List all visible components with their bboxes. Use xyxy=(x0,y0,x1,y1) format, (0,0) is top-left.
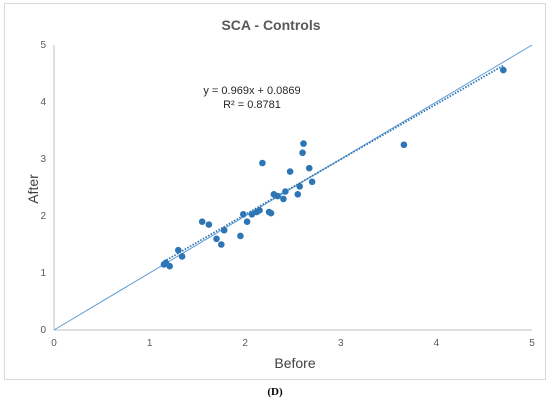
data-point xyxy=(294,191,302,198)
chart-frame: SCA - Controls 0 1 2 3 4 5 0 1 2 3 4 5 y = 0.969x +… xyxy=(4,3,546,380)
data-point xyxy=(308,178,316,186)
x-tick-label: 5 xyxy=(529,338,535,349)
y-tick-label: 5 xyxy=(40,40,46,51)
data-point xyxy=(237,232,244,240)
scatter-chart: SCA - Controls 0 1 2 3 4 5 0 1 2 3 4 5 y = 0.969x +… xyxy=(25,17,535,371)
x-tick-label: 2 xyxy=(242,338,248,349)
data-point xyxy=(178,253,186,260)
data-point xyxy=(305,164,313,172)
y-tick-label: 2 xyxy=(40,211,46,222)
r-squared: R² = 0.8781 xyxy=(223,99,281,111)
data-point xyxy=(299,149,306,157)
x-tick-label: 3 xyxy=(338,338,344,349)
data-point xyxy=(267,209,275,217)
data-point xyxy=(243,218,251,225)
trend-line xyxy=(163,64,504,263)
data-point xyxy=(166,262,173,270)
x-tick-label: 0 xyxy=(51,338,57,349)
x-tick-label: 4 xyxy=(434,338,440,349)
y-tick-label: 3 xyxy=(40,154,46,165)
y-axis-title: After xyxy=(25,174,41,204)
lines xyxy=(53,44,533,331)
y-tick-label: 0 xyxy=(40,325,46,336)
trend-equation: y = 0.969x + 0.0869 xyxy=(203,85,300,97)
axes xyxy=(53,45,532,331)
identity-line xyxy=(53,44,533,331)
data-point xyxy=(239,210,247,218)
data-point xyxy=(220,226,228,234)
y-tick-label: 4 xyxy=(40,97,46,108)
data-point xyxy=(400,141,408,149)
tick-labels: 0 1 2 3 4 5 0 1 2 3 4 5 xyxy=(40,40,535,349)
data-point xyxy=(286,168,294,175)
data-point xyxy=(282,188,289,195)
data-point xyxy=(205,221,213,228)
data-point xyxy=(280,195,287,203)
panel-label: (D) xyxy=(267,386,283,398)
data-point xyxy=(256,207,263,214)
data-point xyxy=(300,140,307,147)
data-point xyxy=(213,235,220,243)
x-tick-label: 1 xyxy=(147,338,153,349)
data-point xyxy=(500,66,507,74)
data-point xyxy=(174,246,182,254)
data-points xyxy=(160,66,507,270)
chart-title: SCA - Controls xyxy=(221,17,320,33)
data-point xyxy=(259,159,266,167)
data-point xyxy=(274,192,282,200)
data-point xyxy=(198,218,206,225)
data-point xyxy=(296,183,303,190)
data-point xyxy=(218,241,225,248)
x-axis-title: Before xyxy=(274,355,315,371)
y-tick-label: 1 xyxy=(40,268,46,279)
